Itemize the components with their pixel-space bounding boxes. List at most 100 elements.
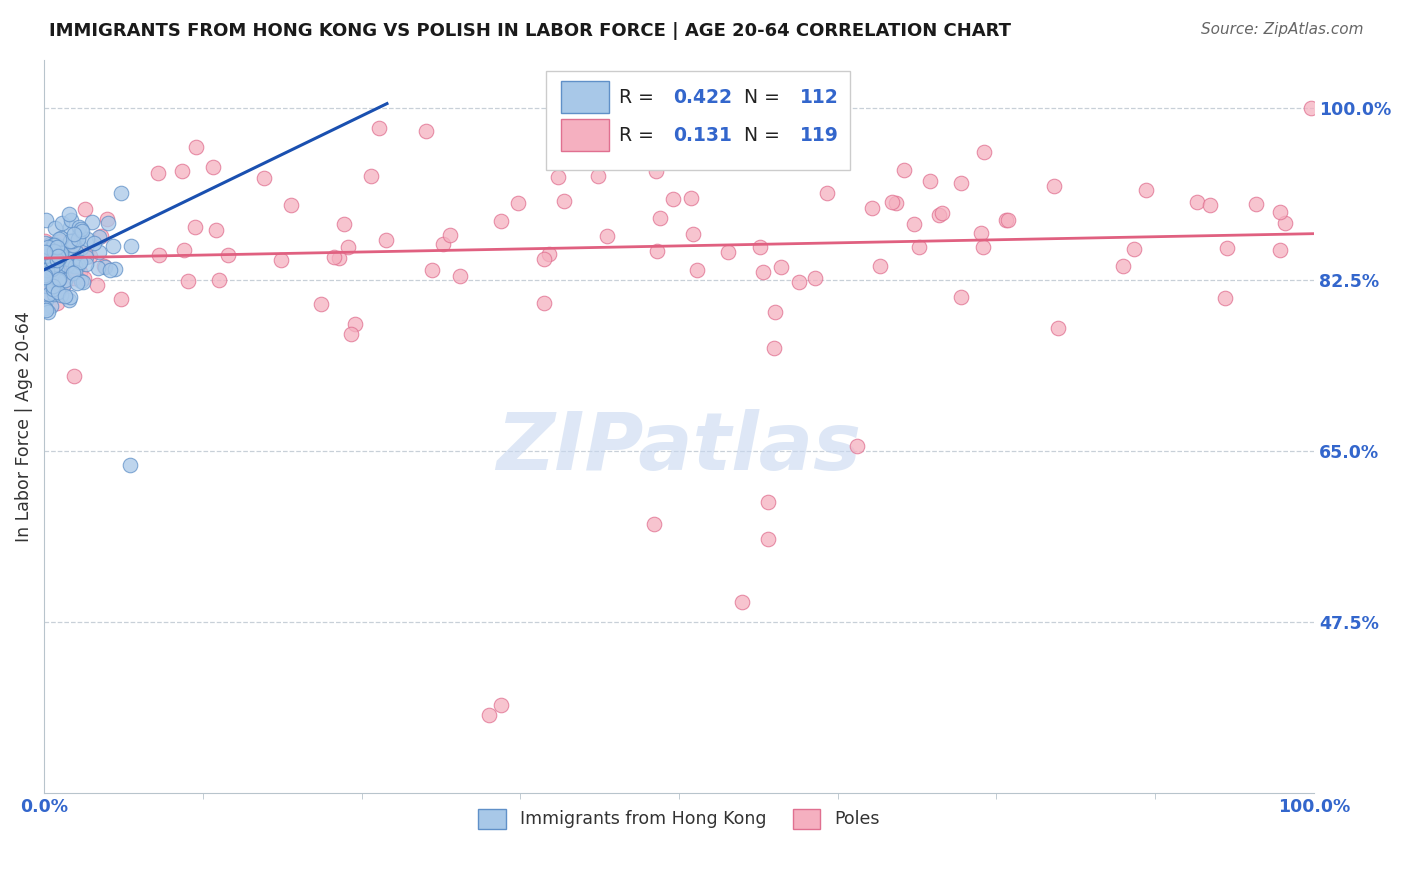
Point: [1135, 183, 1157, 197]
Point: [477, 707, 499, 722]
Point: [35, 303, 58, 318]
Point: [1274, 216, 1296, 230]
Point: [46, 285, 69, 299]
Point: [489, 214, 512, 228]
Point: [884, 195, 907, 210]
Point: [69, 222, 91, 236]
Point: [41, 237, 63, 252]
Point: [34, 272, 56, 286]
Point: [37, 279, 59, 293]
Point: [1046, 321, 1069, 335]
Point: [439, 227, 461, 242]
Point: [69, 264, 91, 278]
Point: [682, 227, 704, 242]
Point: [34, 291, 56, 305]
Point: [72, 224, 94, 238]
Point: [41, 253, 63, 268]
Point: [120, 239, 142, 253]
Point: [67, 219, 90, 234]
Point: [62, 259, 84, 273]
Point: [35, 293, 58, 307]
Point: [63, 227, 86, 241]
Point: [1185, 195, 1208, 210]
Point: [280, 198, 302, 212]
Point: [184, 220, 207, 235]
Point: [48, 252, 70, 266]
Point: [46, 244, 69, 258]
Point: [217, 248, 239, 262]
Point: [42, 278, 65, 293]
Point: [205, 223, 228, 237]
Point: [547, 169, 569, 184]
Point: [323, 251, 346, 265]
Point: [83, 236, 105, 251]
Point: [86, 278, 108, 293]
Point: [49, 246, 72, 260]
Point: [45, 257, 67, 271]
Point: [46, 250, 69, 264]
Point: [1301, 102, 1323, 116]
Point: [35, 274, 58, 288]
Point: [1270, 243, 1292, 257]
Point: [39, 274, 62, 288]
Point: [53, 273, 76, 287]
Point: [1216, 241, 1239, 255]
Text: 0.422: 0.422: [672, 87, 731, 106]
Point: [101, 239, 124, 253]
Point: [51, 269, 73, 284]
Point: [994, 213, 1017, 227]
Point: [110, 186, 132, 200]
Point: [90, 228, 112, 243]
Point: [39, 240, 62, 254]
Point: [53, 289, 76, 303]
Point: [87, 229, 110, 244]
Point: [69, 255, 91, 269]
Point: [38, 250, 60, 264]
Point: [87, 260, 110, 275]
Point: [643, 517, 665, 532]
Point: [186, 140, 208, 154]
Point: [96, 211, 118, 226]
Point: [66, 276, 89, 290]
Point: [60, 212, 83, 227]
Point: [449, 268, 471, 283]
Point: [52, 277, 75, 291]
Point: [973, 145, 995, 160]
Point: [756, 494, 779, 508]
Point: [756, 532, 779, 546]
Point: [66, 258, 89, 272]
Point: [100, 263, 122, 277]
Point: [997, 213, 1019, 227]
Point: [489, 698, 512, 712]
Point: [46, 273, 69, 287]
Point: [749, 240, 772, 254]
Point: [333, 217, 356, 231]
Point: [1244, 197, 1267, 211]
Point: [44, 236, 66, 251]
Point: [67, 227, 90, 242]
Point: [70, 275, 93, 289]
Point: [37, 305, 59, 319]
Text: Source: ZipAtlas.com: Source: ZipAtlas.com: [1201, 22, 1364, 37]
Point: [972, 240, 994, 254]
Point: [46, 254, 69, 268]
Point: [49, 268, 72, 282]
Point: [208, 273, 231, 287]
Point: [177, 274, 200, 288]
Point: [49, 287, 72, 301]
Point: [270, 252, 292, 267]
Point: [49, 247, 72, 261]
Text: R =: R =: [619, 126, 661, 145]
Point: [76, 232, 98, 246]
Point: [34, 270, 56, 285]
Point: [360, 169, 382, 183]
Point: [70, 241, 93, 255]
Point: [41, 254, 63, 268]
Point: [686, 263, 709, 277]
Point: [869, 259, 891, 273]
Point: [763, 341, 786, 355]
Point: [35, 213, 58, 227]
Point: [422, 263, 444, 277]
Point: [59, 290, 82, 304]
FancyBboxPatch shape: [561, 119, 609, 152]
